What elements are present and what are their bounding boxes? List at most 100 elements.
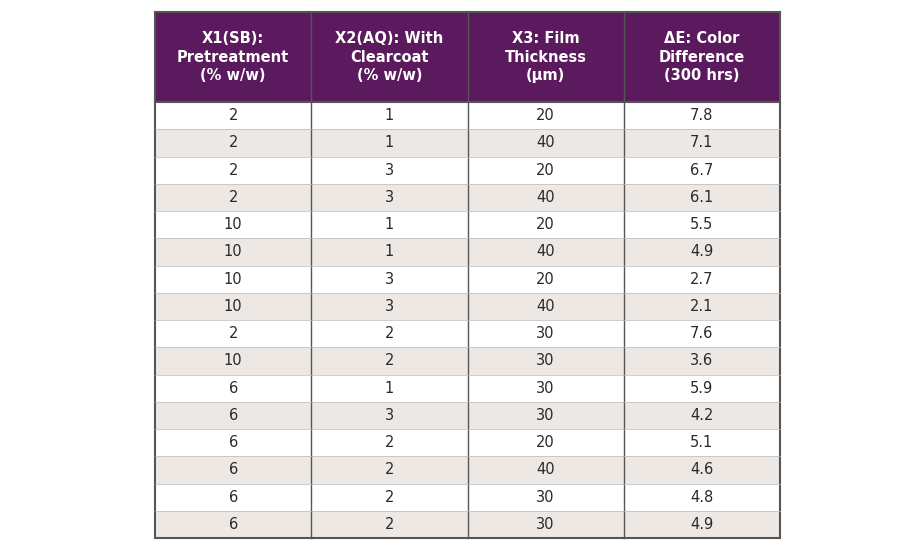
Bar bbox=[311, 375, 467, 402]
Text: 30: 30 bbox=[536, 408, 555, 423]
Text: 2: 2 bbox=[229, 135, 238, 150]
Bar bbox=[467, 184, 624, 211]
Bar bbox=[467, 456, 624, 483]
Bar bbox=[155, 347, 311, 375]
Bar bbox=[155, 102, 311, 129]
Text: 2: 2 bbox=[384, 435, 394, 450]
Bar bbox=[624, 102, 780, 129]
Bar bbox=[155, 12, 780, 538]
Text: 1: 1 bbox=[385, 217, 394, 232]
Text: 3: 3 bbox=[385, 272, 394, 287]
Text: 1: 1 bbox=[385, 135, 394, 150]
Bar bbox=[624, 129, 780, 157]
Bar bbox=[624, 320, 780, 347]
Text: 30: 30 bbox=[536, 517, 555, 532]
Bar bbox=[311, 402, 467, 429]
Bar bbox=[311, 238, 467, 266]
Bar bbox=[311, 102, 467, 129]
Text: 20: 20 bbox=[536, 108, 555, 123]
Bar bbox=[467, 238, 624, 266]
Bar bbox=[467, 511, 624, 538]
Text: 10: 10 bbox=[224, 272, 242, 287]
Text: 6: 6 bbox=[229, 381, 238, 395]
Text: 6: 6 bbox=[229, 435, 238, 450]
Bar bbox=[155, 184, 311, 211]
Bar bbox=[624, 402, 780, 429]
Text: 2: 2 bbox=[384, 490, 394, 505]
Bar bbox=[624, 293, 780, 320]
Bar bbox=[467, 293, 624, 320]
Text: 2: 2 bbox=[229, 108, 238, 123]
Text: 30: 30 bbox=[536, 326, 555, 341]
Text: 20: 20 bbox=[536, 272, 555, 287]
Bar bbox=[155, 483, 311, 511]
Bar bbox=[311, 184, 467, 211]
Text: 40: 40 bbox=[536, 299, 555, 314]
Text: 10: 10 bbox=[224, 354, 242, 369]
Text: 7.8: 7.8 bbox=[690, 108, 714, 123]
Text: 4.2: 4.2 bbox=[690, 408, 714, 423]
Text: 3: 3 bbox=[385, 299, 394, 314]
Text: X2(AQ): With
Clearcoat
(% w/w): X2(AQ): With Clearcoat (% w/w) bbox=[335, 31, 444, 83]
Text: 10: 10 bbox=[224, 217, 242, 232]
Bar bbox=[311, 266, 467, 293]
Text: 2: 2 bbox=[384, 517, 394, 532]
Bar bbox=[624, 266, 780, 293]
Bar bbox=[624, 511, 780, 538]
Bar bbox=[467, 375, 624, 402]
Text: 2: 2 bbox=[384, 326, 394, 341]
Text: 7.1: 7.1 bbox=[690, 135, 714, 150]
Text: 6: 6 bbox=[229, 490, 238, 505]
Text: 7.6: 7.6 bbox=[690, 326, 714, 341]
Bar bbox=[467, 12, 624, 102]
Bar bbox=[155, 129, 311, 157]
Text: 40: 40 bbox=[536, 463, 555, 477]
Text: 6: 6 bbox=[229, 517, 238, 532]
Bar bbox=[155, 157, 311, 184]
Bar bbox=[624, 483, 780, 511]
Text: X1(SB):
Pretreatment
(% w/w): X1(SB): Pretreatment (% w/w) bbox=[177, 31, 289, 83]
Text: 30: 30 bbox=[536, 354, 555, 369]
Bar bbox=[624, 157, 780, 184]
Text: 20: 20 bbox=[536, 163, 555, 178]
Bar bbox=[311, 320, 467, 347]
Bar bbox=[624, 184, 780, 211]
Bar bbox=[624, 238, 780, 266]
Bar bbox=[467, 157, 624, 184]
Bar bbox=[311, 483, 467, 511]
Text: 6: 6 bbox=[229, 408, 238, 423]
Bar bbox=[155, 429, 311, 456]
Text: X3: Film
Thickness
(μm): X3: Film Thickness (μm) bbox=[505, 31, 587, 83]
Bar bbox=[624, 375, 780, 402]
Text: 3: 3 bbox=[385, 163, 394, 178]
Text: 6.1: 6.1 bbox=[690, 190, 714, 205]
Text: 5.5: 5.5 bbox=[690, 217, 714, 232]
Bar bbox=[155, 266, 311, 293]
Bar bbox=[624, 347, 780, 375]
Bar bbox=[155, 456, 311, 483]
Bar bbox=[155, 293, 311, 320]
Bar bbox=[155, 12, 311, 102]
Text: 5.9: 5.9 bbox=[690, 381, 714, 395]
Text: 2: 2 bbox=[384, 463, 394, 477]
Text: ΔE: Color
Difference
(300 hrs): ΔE: Color Difference (300 hrs) bbox=[659, 31, 745, 83]
Text: 2: 2 bbox=[229, 163, 238, 178]
Text: 20: 20 bbox=[536, 435, 555, 450]
Text: 4.9: 4.9 bbox=[690, 244, 714, 260]
Text: 10: 10 bbox=[224, 244, 242, 260]
Text: 10: 10 bbox=[224, 299, 242, 314]
Text: 1: 1 bbox=[385, 244, 394, 260]
Text: 4.8: 4.8 bbox=[690, 490, 714, 505]
Text: 2: 2 bbox=[229, 190, 238, 205]
Text: 1: 1 bbox=[385, 381, 394, 395]
Text: 20: 20 bbox=[536, 217, 555, 232]
Text: 30: 30 bbox=[536, 490, 555, 505]
Bar bbox=[624, 12, 780, 102]
Bar bbox=[155, 511, 311, 538]
Bar bbox=[155, 375, 311, 402]
Text: 40: 40 bbox=[536, 135, 555, 150]
Text: 1: 1 bbox=[385, 108, 394, 123]
Bar bbox=[467, 483, 624, 511]
Bar bbox=[311, 456, 467, 483]
Text: 40: 40 bbox=[536, 190, 555, 205]
